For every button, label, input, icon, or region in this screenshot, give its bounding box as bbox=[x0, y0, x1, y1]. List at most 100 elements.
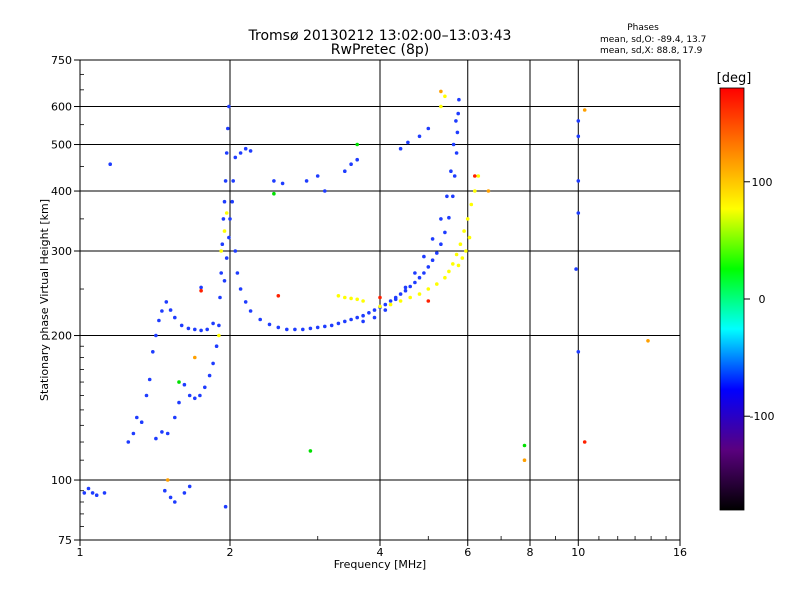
x-tick-label: 6 bbox=[464, 546, 471, 559]
data-point bbox=[454, 252, 459, 257]
data-point bbox=[139, 420, 144, 425]
data-point bbox=[417, 292, 422, 296]
phase-info-title: Phases bbox=[627, 23, 659, 33]
data-point bbox=[355, 315, 360, 320]
data-point bbox=[144, 393, 149, 398]
phase-info-x: mean, sd,X: 88.8, 17.9 bbox=[600, 46, 703, 56]
data-point bbox=[464, 249, 468, 253]
y-tick-label: 300 bbox=[51, 245, 72, 258]
data-point bbox=[207, 373, 212, 378]
data-point bbox=[435, 282, 439, 286]
data-point bbox=[349, 162, 353, 166]
data-point bbox=[238, 287, 243, 291]
chart-title: Tromsø 20130212 13:02:00–13:03:43 bbox=[248, 28, 512, 44]
data-point bbox=[361, 319, 365, 324]
data-point bbox=[447, 215, 451, 220]
data-point bbox=[224, 211, 229, 215]
data-point bbox=[449, 169, 453, 173]
data-point bbox=[473, 174, 477, 178]
data-point bbox=[182, 491, 187, 495]
data-point bbox=[426, 299, 431, 303]
data-point bbox=[126, 440, 131, 444]
data-point bbox=[455, 130, 460, 135]
data-point bbox=[223, 504, 228, 509]
data-point bbox=[403, 285, 408, 290]
axis-ticks: 1 2 4 6 8 10 16 75 100 200 300 400 500 600 750 bbox=[51, 54, 687, 559]
data-point bbox=[349, 317, 353, 322]
x-axis-label: Frequency [MHz] bbox=[334, 558, 426, 571]
data-point bbox=[108, 162, 112, 166]
y-tick-label: 200 bbox=[51, 330, 72, 343]
data-point bbox=[147, 377, 152, 382]
data-point bbox=[193, 396, 197, 401]
y-tick-label: 400 bbox=[51, 185, 72, 198]
data-point bbox=[576, 211, 581, 215]
data-point bbox=[417, 134, 422, 139]
data-point bbox=[231, 179, 235, 183]
data-point bbox=[199, 285, 203, 290]
data-point bbox=[276, 294, 281, 298]
data-point bbox=[248, 309, 253, 313]
x-tick-label: 2 bbox=[227, 546, 234, 559]
data-point bbox=[323, 189, 327, 193]
data-point bbox=[582, 108, 587, 112]
data-point bbox=[315, 325, 320, 330]
data-point bbox=[173, 315, 177, 320]
data-point bbox=[280, 181, 285, 186]
data-point bbox=[248, 149, 253, 153]
data-point bbox=[413, 271, 417, 275]
data-point bbox=[372, 315, 377, 320]
data-point bbox=[576, 179, 581, 183]
data-point bbox=[343, 319, 347, 324]
data-point bbox=[451, 194, 455, 199]
data-point bbox=[315, 174, 320, 178]
data-point bbox=[447, 269, 451, 274]
y-tick-label: 100 bbox=[51, 474, 72, 487]
data-point bbox=[336, 294, 341, 298]
data-point bbox=[473, 189, 477, 193]
data-point bbox=[422, 254, 426, 259]
data-point bbox=[230, 199, 234, 204]
colorbar-tick-label: 100 bbox=[752, 176, 773, 189]
data-point bbox=[417, 275, 422, 280]
data-point bbox=[224, 151, 229, 155]
data-point bbox=[343, 169, 347, 173]
data-point bbox=[372, 308, 377, 312]
data-point bbox=[349, 296, 353, 301]
data-point bbox=[173, 415, 177, 420]
data-point bbox=[233, 155, 238, 160]
colorbar bbox=[719, 87, 745, 511]
data-point bbox=[223, 179, 228, 183]
x-tick-label: 10 bbox=[571, 546, 585, 559]
data-point bbox=[243, 146, 248, 151]
data-point bbox=[193, 327, 197, 332]
data-points bbox=[82, 89, 650, 509]
data-point bbox=[467, 235, 472, 240]
data-point bbox=[193, 355, 197, 360]
data-point bbox=[151, 350, 155, 354]
data-point bbox=[308, 326, 313, 331]
data-point bbox=[522, 443, 527, 448]
data-point bbox=[272, 179, 276, 183]
data-point bbox=[367, 311, 371, 315]
data-point bbox=[329, 323, 334, 328]
data-point bbox=[226, 126, 230, 131]
data-point bbox=[182, 382, 187, 387]
data-point bbox=[177, 380, 181, 384]
data-point bbox=[439, 89, 443, 94]
data-point bbox=[211, 361, 215, 366]
data-point bbox=[413, 280, 417, 285]
data-point bbox=[408, 284, 413, 289]
data-point bbox=[435, 251, 439, 255]
data-point bbox=[462, 229, 466, 233]
data-point bbox=[486, 189, 491, 193]
data-point bbox=[219, 249, 223, 253]
data-point bbox=[426, 265, 431, 269]
data-point bbox=[426, 126, 431, 131]
data-point bbox=[378, 295, 382, 300]
colorbar-tick-label: 0 bbox=[759, 293, 766, 306]
data-point bbox=[393, 297, 398, 302]
data-point bbox=[233, 249, 238, 253]
data-point bbox=[383, 308, 388, 312]
data-point bbox=[452, 174, 457, 178]
